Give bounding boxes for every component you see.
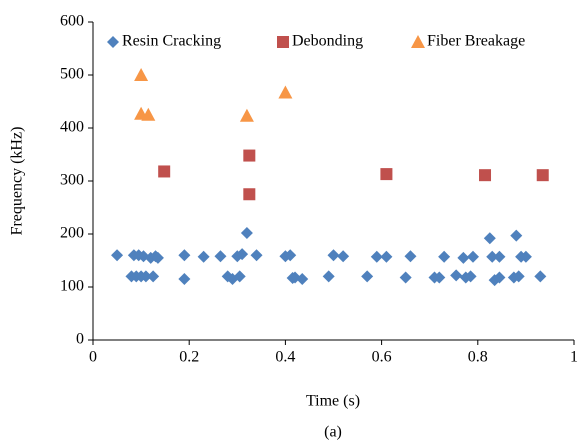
point	[457, 251, 470, 264]
point	[399, 271, 412, 284]
point	[239, 108, 254, 122]
point	[370, 250, 383, 263]
point	[111, 249, 124, 262]
point	[158, 165, 171, 178]
point	[178, 273, 191, 286]
y-tick-label: 400	[60, 119, 84, 136]
point	[486, 250, 499, 263]
y-tick-label: 200	[60, 225, 84, 242]
point	[536, 169, 549, 182]
point	[479, 169, 492, 182]
point	[151, 251, 164, 264]
point	[380, 168, 393, 181]
point	[134, 68, 149, 81]
point	[214, 250, 227, 263]
x-tick-label: 0.6	[372, 349, 392, 366]
point	[327, 249, 340, 262]
point	[278, 85, 293, 99]
point	[284, 249, 297, 262]
x-tick-label: 0.4	[275, 349, 295, 366]
x-axis-title: Time (s)	[306, 393, 360, 410]
x-tick-label: 0	[89, 349, 97, 366]
point	[236, 248, 249, 261]
point	[404, 250, 417, 263]
x-tick-label: 0.2	[179, 349, 199, 366]
legend-label: Debonding	[292, 33, 363, 50]
point	[510, 229, 523, 242]
point	[243, 188, 256, 201]
point	[197, 250, 210, 263]
legend-label: Fiber Breakage	[427, 33, 525, 50]
legend-marker	[277, 36, 289, 48]
point	[243, 149, 256, 162]
point	[380, 250, 393, 263]
y-tick-label: 500	[60, 66, 84, 83]
point	[534, 270, 547, 283]
y-tick-label: 600	[60, 13, 84, 30]
legend-marker	[107, 36, 119, 48]
point	[240, 226, 253, 239]
point	[250, 249, 263, 262]
point	[231, 250, 244, 263]
y-tick-label: 300	[60, 172, 84, 189]
point	[493, 250, 506, 263]
point	[512, 270, 525, 283]
point	[139, 270, 152, 283]
point	[147, 270, 160, 283]
point	[337, 250, 350, 263]
point	[141, 107, 156, 121]
point	[493, 271, 506, 284]
point	[483, 232, 496, 245]
caption: (a)	[324, 424, 342, 441]
point	[438, 250, 451, 263]
point	[322, 270, 335, 283]
point	[464, 270, 477, 283]
y-axis-title: Frequency (kHz)	[9, 127, 26, 236]
legend-marker	[411, 35, 425, 48]
point	[433, 271, 446, 284]
y-tick-label: 100	[60, 278, 84, 295]
point	[178, 249, 191, 262]
point	[450, 269, 463, 282]
point	[519, 250, 532, 263]
legend-label: Resin Cracking	[122, 33, 221, 50]
point	[233, 270, 246, 283]
y-tick-label: 0	[76, 331, 84, 348]
x-tick-label: 1	[570, 349, 578, 366]
point	[361, 270, 374, 283]
point	[296, 273, 309, 286]
x-tick-label: 0.8	[468, 349, 488, 366]
point	[466, 250, 479, 263]
